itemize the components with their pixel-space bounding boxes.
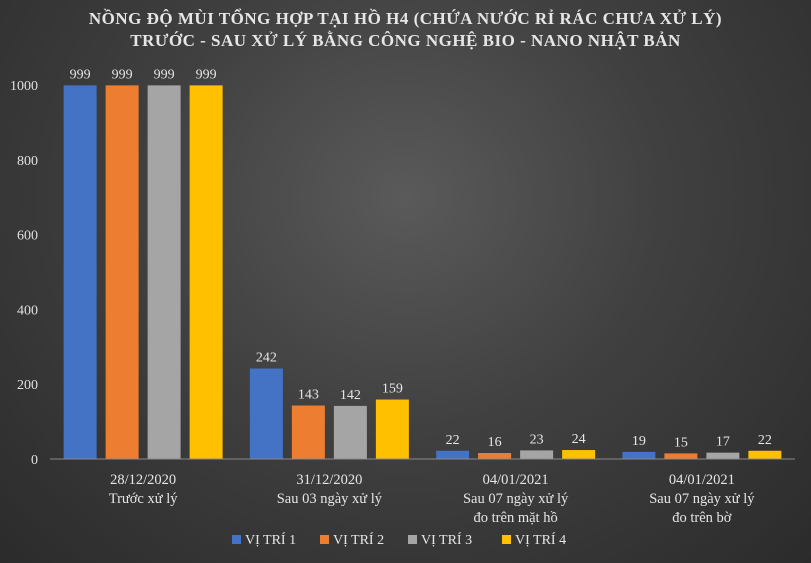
y-tick-label: 400 [17,303,38,318]
data-label: 22 [446,433,460,448]
data-label: 142 [340,388,361,403]
bar [706,452,740,459]
legend-swatch [408,535,417,544]
y-tick-label: 0 [31,453,38,468]
data-label: 242 [256,350,277,365]
bar [562,450,596,459]
x-tick-label: Sau 03 ngày xử lý [277,491,383,507]
y-tick-label: 200 [17,378,38,393]
data-label: 999 [196,67,217,82]
legend-swatch [232,535,241,544]
bar [333,405,367,459]
data-label: 999 [154,67,175,82]
bar [436,450,470,459]
bar [520,450,554,459]
bar [63,85,97,460]
legend-label: VỊ TRÍ 4 [515,531,566,548]
x-tick-label: 04/01/2021 [669,472,735,488]
chart-title-line-2: TRƯỚC - SAU XỬ LÝ BẰNG CÔNG NGHỆ BIO - N… [130,31,681,50]
data-label: 15 [674,435,688,450]
bar [664,453,698,459]
data-label: 17 [716,435,730,450]
bar [249,368,283,459]
x-tick-label: 04/01/2021 [483,472,549,488]
x-tick-label: đo trên mặt hồ [474,510,558,526]
bar [291,405,325,459]
chart-title-line-1: NỒNG ĐỘ MÙI TỔNG HỢP TẠI HỒ H4 (CHỨA NƯỚ… [88,9,723,28]
x-tick-label: Trước xử lý [109,491,179,507]
data-label: 159 [382,382,403,397]
x-tick-label: Sau 07 ngày xử lý [649,491,755,507]
data-label: 19 [632,434,646,449]
bar [375,399,409,459]
legend-swatch [502,535,511,544]
data-label: 24 [572,432,586,447]
x-tick-label: Sau 07 ngày xử lý [463,491,569,507]
legend-label: VỊ TRÍ 2 [333,531,384,548]
bar [478,453,512,459]
y-tick-label: 600 [17,229,38,244]
legend-label: VỊ TRÍ 3 [421,531,472,548]
bar [147,85,181,460]
data-label: 999 [112,67,133,82]
bar [748,450,782,459]
data-label: 143 [298,388,319,403]
data-label: 16 [488,435,502,450]
x-tick-label: đo trên bờ [672,510,732,526]
data-label: 999 [70,67,91,82]
y-tick-label: 1000 [10,79,38,94]
legend-swatch [320,535,329,544]
bar [189,85,223,460]
x-tick-label: 31/12/2020 [296,472,362,488]
y-tick-label: 800 [17,154,38,169]
bar [622,451,656,459]
x-tick-label: 28/12/2020 [110,472,176,488]
legend-label: VỊ TRÍ 1 [245,531,296,548]
data-label: 22 [758,433,772,448]
data-label: 23 [530,432,544,447]
bar [105,85,139,460]
